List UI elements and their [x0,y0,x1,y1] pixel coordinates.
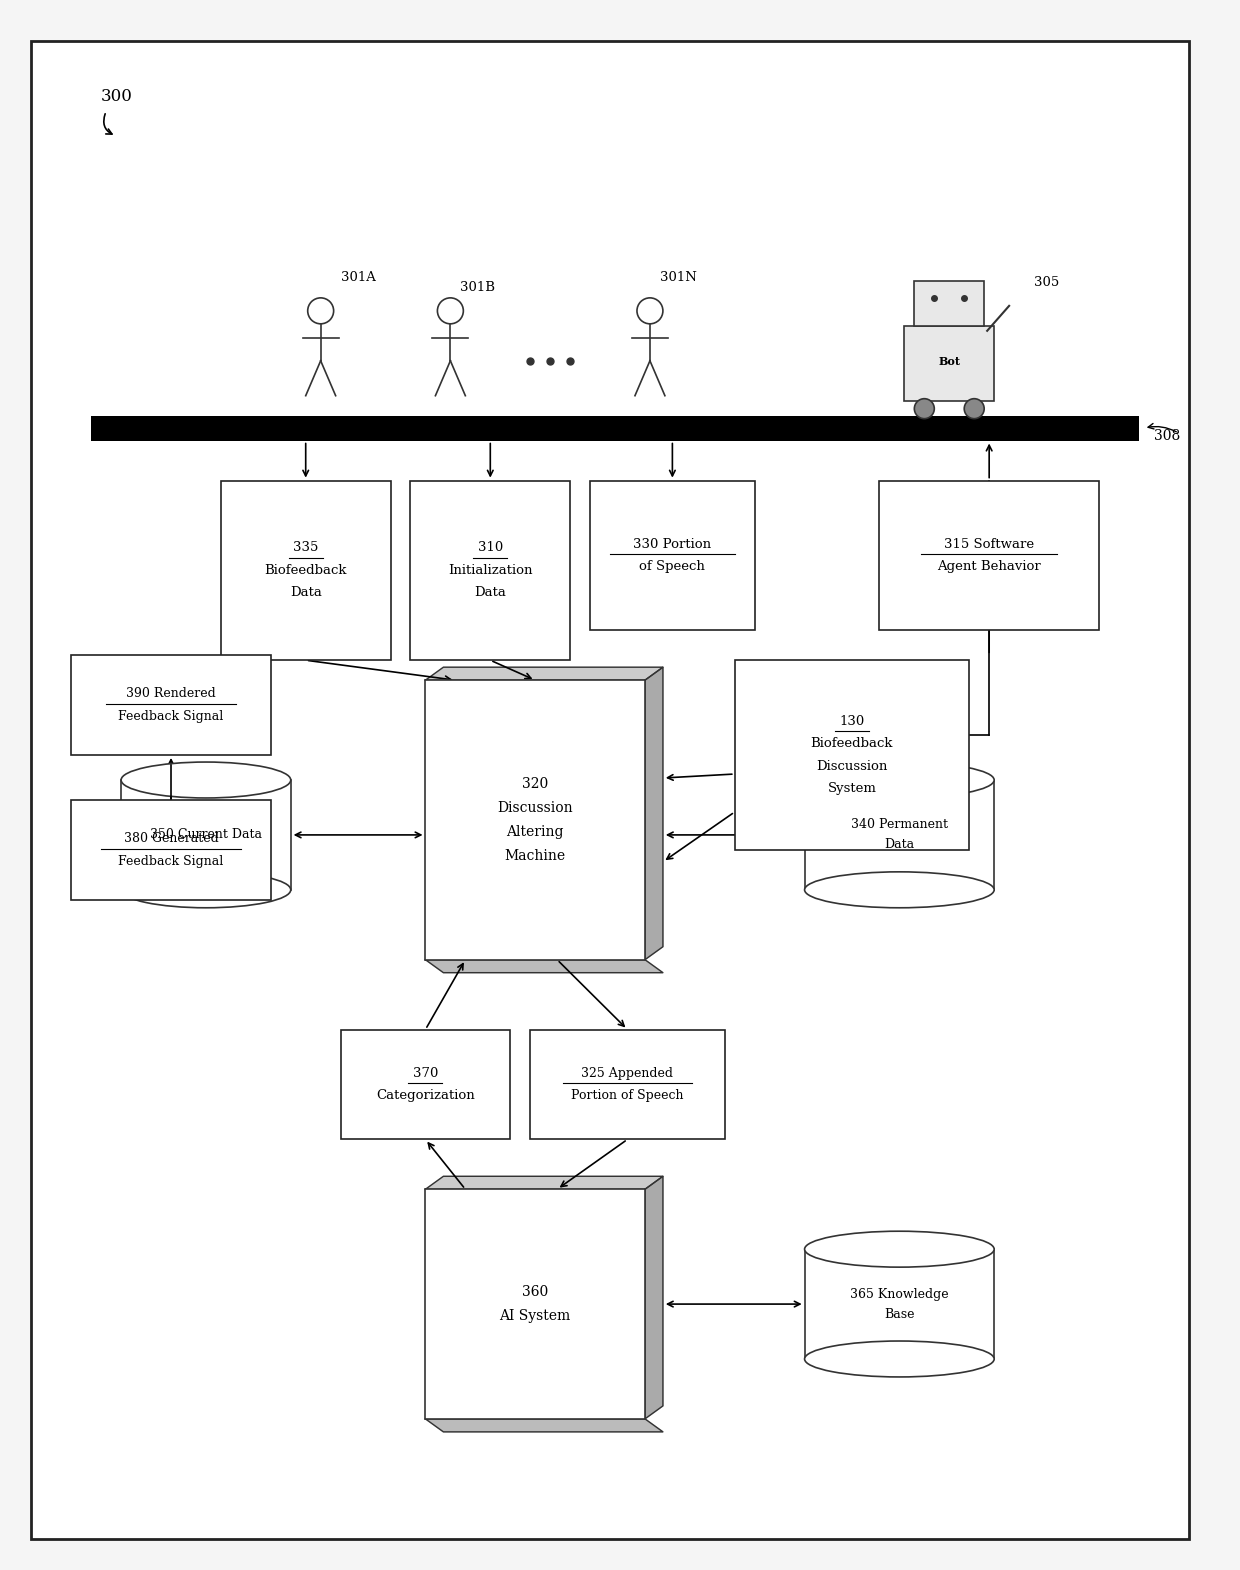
Text: Biofeedback: Biofeedback [811,738,893,750]
FancyBboxPatch shape [590,480,755,630]
FancyBboxPatch shape [879,480,1099,630]
Text: 130: 130 [839,714,864,728]
Text: Biofeedback: Biofeedback [264,564,347,576]
FancyBboxPatch shape [31,41,1189,1539]
Text: Discussion: Discussion [816,760,888,772]
Text: Data: Data [475,586,506,600]
Text: 330 Portion: 330 Portion [634,537,712,551]
Text: 308: 308 [1153,429,1180,443]
Ellipse shape [805,1231,994,1267]
Text: 350 Current Data: 350 Current Data [150,829,262,842]
FancyBboxPatch shape [805,1250,994,1360]
FancyBboxPatch shape [805,780,994,890]
Text: 305: 305 [1034,276,1059,289]
Text: 340 Permanent: 340 Permanent [851,818,947,832]
Text: 310: 310 [477,542,503,554]
Text: Discussion: Discussion [497,801,573,815]
Ellipse shape [805,871,994,907]
Text: Bot: Bot [939,356,960,367]
Text: 301N: 301N [660,272,697,284]
Text: 301B: 301B [460,281,495,294]
Text: Machine: Machine [505,849,565,864]
FancyBboxPatch shape [341,1030,510,1140]
Circle shape [637,298,663,323]
Text: Portion of Speech: Portion of Speech [572,1090,683,1102]
Text: 360: 360 [522,1286,548,1298]
FancyBboxPatch shape [71,655,270,755]
Text: 365 Knowledge: 365 Knowledge [851,1287,949,1300]
FancyBboxPatch shape [410,480,570,661]
FancyBboxPatch shape [914,281,985,327]
Circle shape [965,399,985,419]
Polygon shape [645,667,663,959]
Text: Data: Data [884,838,914,851]
Circle shape [914,399,934,419]
Text: Altering: Altering [506,824,564,838]
Circle shape [308,298,334,323]
FancyBboxPatch shape [904,327,994,400]
Text: AI System: AI System [500,1309,570,1324]
Polygon shape [425,667,663,680]
Text: Initialization: Initialization [448,564,532,576]
Polygon shape [425,1176,663,1190]
Text: Base: Base [884,1308,915,1320]
Ellipse shape [805,1341,994,1377]
Text: 380 Generated: 380 Generated [124,832,218,845]
Text: 325 Appended: 325 Appended [582,1066,673,1080]
Text: Agent Behavior: Agent Behavior [937,560,1042,573]
Polygon shape [425,1419,663,1432]
FancyBboxPatch shape [92,416,1138,441]
Text: 370: 370 [413,1066,438,1080]
Text: Data: Data [290,586,321,600]
FancyBboxPatch shape [221,480,391,661]
FancyBboxPatch shape [735,661,970,849]
FancyBboxPatch shape [425,680,645,959]
Polygon shape [425,959,663,973]
Polygon shape [645,1176,663,1419]
Ellipse shape [805,761,994,798]
Text: of Speech: of Speech [640,560,706,573]
Text: Categorization: Categorization [376,1090,475,1102]
Text: 390 Rendered: 390 Rendered [126,688,216,700]
Ellipse shape [122,761,290,798]
FancyBboxPatch shape [531,1030,724,1140]
Circle shape [438,298,464,323]
Text: 301A: 301A [341,272,376,284]
FancyBboxPatch shape [122,780,290,890]
FancyBboxPatch shape [71,801,270,900]
FancyBboxPatch shape [425,1190,645,1419]
Text: 300: 300 [102,88,133,105]
Text: Feedback Signal: Feedback Signal [118,854,223,868]
Text: 320: 320 [522,777,548,791]
Text: 315 Software: 315 Software [944,537,1034,551]
Text: System: System [827,782,877,796]
Ellipse shape [122,871,290,907]
Text: Feedback Signal: Feedback Signal [118,710,223,722]
Text: 335: 335 [293,542,319,554]
